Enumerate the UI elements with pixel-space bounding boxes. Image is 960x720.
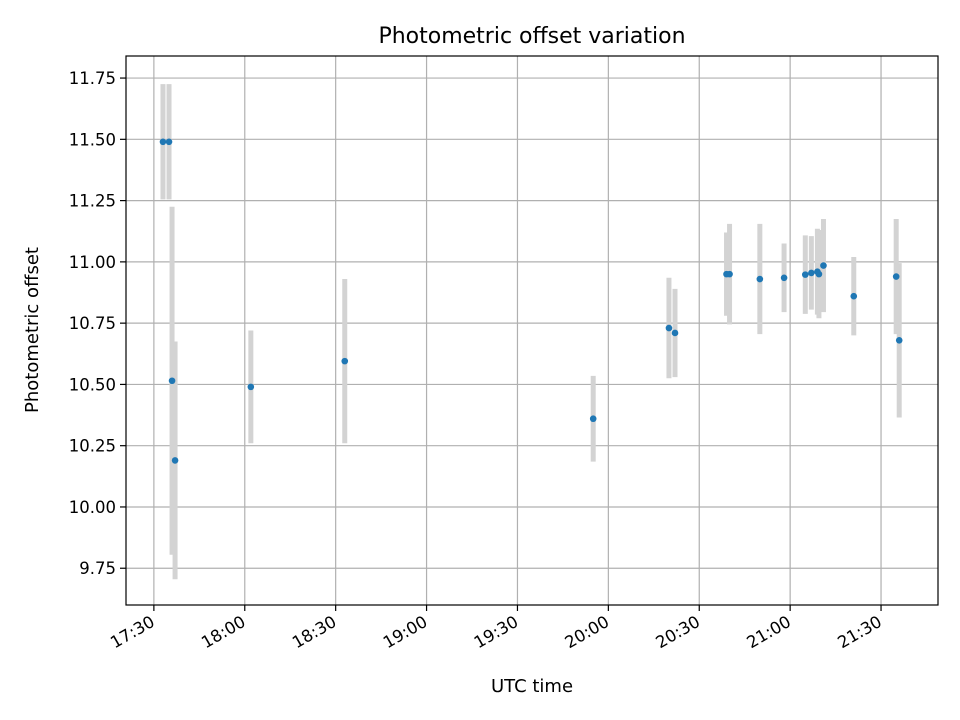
data-point xyxy=(341,357,349,365)
data-point xyxy=(815,270,823,278)
chart-title: Photometric offset variation xyxy=(378,24,685,49)
y-axis-ticks: 9.75 10.00 10.25 10.50 10.75 11.00 11.25 11.50 1… xyxy=(69,69,126,578)
error-bars xyxy=(160,84,902,580)
data-point xyxy=(171,457,179,464)
data-point xyxy=(589,415,597,423)
data-point xyxy=(850,292,858,300)
x-tick-label: 20:00 xyxy=(562,612,613,652)
x-tick-label: 21:30 xyxy=(834,612,885,652)
y-tick-label: 11.00 xyxy=(69,253,116,272)
y-tick-label: 10.25 xyxy=(69,437,116,456)
x-tick-label: 20:30 xyxy=(653,612,704,652)
y-tick-label: 11.75 xyxy=(69,69,116,88)
y-tick-label: 9.75 xyxy=(79,559,116,578)
data-point xyxy=(665,324,673,332)
x-tick-label: 18:00 xyxy=(198,612,249,652)
data-point xyxy=(159,138,167,146)
data-point xyxy=(780,274,788,282)
y-tick-label: 11.50 xyxy=(69,130,116,149)
x-tick-label: 21:00 xyxy=(743,612,794,652)
x-axis-ticks: 17:30 18:00 18:30 19:00 19:30 20:00 20:30 21:00… xyxy=(107,605,885,652)
data-point xyxy=(247,383,255,391)
data-points xyxy=(159,138,903,464)
grid-lines xyxy=(126,56,938,605)
data-point xyxy=(671,329,679,337)
data-point xyxy=(820,262,827,269)
x-tick-label: 17:30 xyxy=(107,612,158,652)
x-tick-label: 19:00 xyxy=(380,612,431,652)
data-point xyxy=(165,138,173,146)
x-tick-label: 18:30 xyxy=(289,612,340,652)
data-point xyxy=(726,270,733,278)
plot-frame xyxy=(125,55,939,606)
x-axis-label: UTC time xyxy=(491,676,573,697)
data-point xyxy=(168,377,176,385)
data-point xyxy=(756,275,764,283)
y-axis-label: Photometric offset xyxy=(22,247,43,413)
data-point xyxy=(895,337,903,344)
data-point xyxy=(892,273,900,280)
x-tick-label: 19:30 xyxy=(471,612,522,652)
y-tick-label: 10.00 xyxy=(69,498,116,517)
y-tick-label: 10.50 xyxy=(69,375,116,394)
y-tick-label: 10.75 xyxy=(69,314,116,333)
data-point xyxy=(808,269,815,277)
y-tick-label: 11.25 xyxy=(69,192,116,211)
data-point xyxy=(801,271,809,278)
